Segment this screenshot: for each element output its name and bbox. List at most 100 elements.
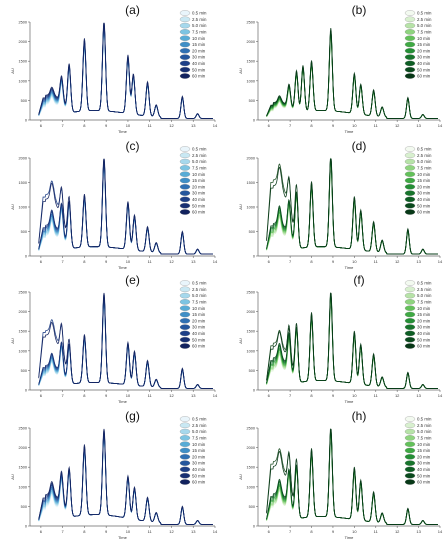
legend-label: 0.5 min: [417, 147, 432, 152]
x-tick-label: 8: [83, 393, 86, 398]
legend-label: 0.5 min: [417, 417, 432, 422]
x-tick-label: 12: [169, 123, 174, 128]
x-tick-label: 8: [310, 259, 313, 264]
legend-label: 7.5 min: [192, 436, 207, 441]
legend-label: 60 min: [192, 74, 206, 79]
legend-swatch: [404, 280, 416, 286]
legend-label: 30 min: [192, 461, 206, 466]
legend-label: 60 min: [417, 74, 431, 79]
legend-swatch: [179, 460, 191, 466]
legend-label: 0.5 min: [417, 11, 432, 16]
legend-label: 20 min: [192, 184, 206, 189]
y-axis-label: AU: [238, 338, 243, 344]
x-tick-label: 13: [416, 123, 421, 128]
y-tick-label: 500: [21, 369, 27, 373]
legend-label: 60 min: [192, 480, 206, 485]
legend-label: 20 min: [192, 318, 206, 323]
x-tick-label: 11: [148, 259, 153, 264]
x-tick-label: 12: [395, 123, 400, 128]
x-tick-label: 11: [374, 529, 379, 534]
panel-label: (f): [353, 273, 364, 287]
y-tick-label: 1000: [19, 485, 27, 489]
legend-swatch: [179, 29, 191, 35]
y-tick-label: 1500: [247, 330, 255, 334]
legend-label: 7.5 min: [192, 300, 207, 305]
legend-label: 5.0 min: [417, 23, 432, 28]
y-tick-label: 2000: [247, 157, 255, 161]
series-line-10-min: [38, 434, 213, 525]
legend-label: 5.0 min: [192, 293, 207, 298]
legend-label: 50 min: [417, 337, 431, 342]
legend-label: 40 min: [417, 197, 431, 202]
legend-label: 0.5 min: [192, 11, 207, 16]
legend-swatch: [179, 330, 191, 337]
y-tick-label: 2000: [247, 446, 255, 450]
legend-swatch: [179, 441, 191, 447]
legend-swatch: [404, 422, 416, 429]
legend-swatch: [179, 305, 191, 311]
y-tick-label: 1000: [19, 206, 27, 210]
series-line-60-min: [38, 22, 213, 119]
legend-swatch: [404, 286, 416, 293]
y-tick-label: 2500: [19, 21, 27, 25]
series-line-0-5-min: [266, 163, 438, 255]
x-tick-label: 10: [352, 259, 357, 264]
legend-label: 7.5 min: [417, 166, 432, 171]
legend-label: 50 min: [417, 203, 431, 208]
legend-swatch: [179, 299, 191, 305]
x-tick-label: 14: [213, 393, 218, 398]
y-tick-label: 1500: [247, 181, 255, 185]
legend-swatch: [404, 324, 416, 330]
legend-label: 2.5 min: [417, 153, 432, 158]
legend-label: 60 min: [417, 480, 431, 485]
y-tick-label: 0: [253, 525, 255, 529]
legend-label: 5.0 min: [192, 23, 207, 28]
legend-label: 2.5 min: [417, 17, 432, 22]
legend-swatch: [179, 73, 191, 79]
y-tick-label: 500: [249, 505, 255, 509]
series-line-60-min: [38, 428, 213, 525]
x-tick-label: 6: [268, 123, 271, 128]
x-tick-label: 14: [438, 259, 443, 264]
legend-swatch: [404, 416, 416, 422]
legend-label: 7.5 min: [417, 30, 432, 35]
legend-label: 30 min: [192, 191, 206, 196]
y-axis-label: AU: [238, 68, 243, 74]
x-tick-label: 12: [169, 529, 174, 534]
legend-label: 10 min: [192, 306, 206, 311]
series-line-60-min: [266, 28, 438, 119]
x-tick-label: 8: [83, 259, 86, 264]
legend-swatch: [179, 177, 191, 184]
legend-label: 15 min: [192, 312, 206, 317]
legend-swatch: [404, 190, 416, 196]
legend-swatch: [179, 22, 191, 29]
legend-label: 40 min: [192, 467, 206, 472]
chart-panel-b: 0 500 1000 1500 2000 2500 6 7 8 9 10 11 12 13 14 Time AU…: [238, 3, 443, 134]
legend-label: 50 min: [192, 203, 206, 208]
legend-swatch: [179, 454, 191, 460]
legend-label: 7.5 min: [192, 166, 207, 171]
y-tick-label: 2000: [19, 310, 27, 314]
legend-swatch: [404, 60, 416, 67]
legend-label: 30 min: [417, 55, 431, 60]
x-tick-label: 10: [126, 529, 131, 534]
legend-swatch: [179, 447, 191, 454]
legend-swatch: [404, 48, 416, 54]
series-line-60-min: [266, 428, 438, 525]
legend-swatch: [179, 428, 191, 435]
x-tick-label: 6: [268, 259, 271, 264]
x-tick-label: 13: [191, 393, 196, 398]
legend-label: 15 min: [417, 178, 431, 183]
x-tick-label: 9: [332, 529, 335, 534]
x-tick-label: 10: [352, 529, 357, 534]
legend-swatch: [179, 16, 191, 23]
legend-label: 30 min: [417, 461, 431, 466]
legend-label: 2.5 min: [192, 423, 207, 428]
legend-label: 20 min: [192, 454, 206, 459]
series-line-15-min: [266, 297, 438, 389]
legend-swatch: [179, 479, 191, 485]
legend-swatch: [179, 343, 191, 349]
x-tick-label: 14: [438, 393, 443, 398]
y-axis-label: AU: [10, 474, 15, 480]
legend-label: 20 min: [417, 454, 431, 459]
